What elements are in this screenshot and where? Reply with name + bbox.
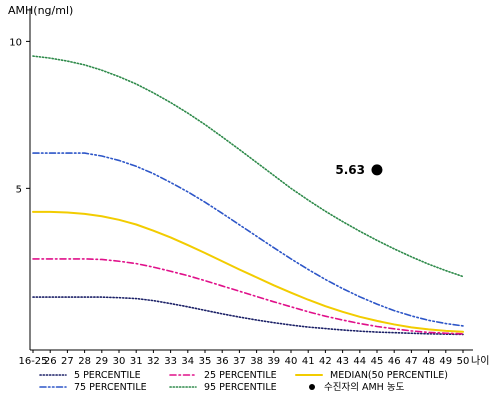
x-tick-label: 34 [181, 356, 194, 367]
x-tick-label: 26 [44, 356, 57, 367]
x-tick-label: 40 [285, 356, 298, 367]
annotation: 5.63 [335, 163, 383, 177]
legend-label-0: 5 PERCENTILE [74, 370, 141, 381]
series-line-0 [32, 296, 464, 336]
x-tick-label: 37 [233, 356, 246, 367]
legend-label-1: 25 PERCENTILE [204, 370, 277, 381]
x-tick-label: 50 [457, 356, 470, 367]
x-tick-label: 43 [336, 356, 349, 367]
x-tick-label: 16-25 [18, 356, 47, 367]
x-tick-label: 31 [130, 356, 143, 367]
x-tick-label: 29 [95, 356, 108, 367]
x-tick-label: 47 [405, 356, 418, 367]
x-tick-label: 39 [267, 356, 280, 367]
legend-label-patient: 수진자의 AMH 농도 [324, 382, 405, 393]
series-line-3 [32, 152, 464, 327]
x-tick-label: 46 [388, 356, 401, 367]
x-tick-label: 28 [78, 356, 91, 367]
x-tick-label: 38 [250, 356, 263, 367]
legend: 5 PERCENTILE 25 PERCENTILE MEDIAN(50 PERCE… [39, 370, 448, 393]
series-line-2 [32, 210, 464, 333]
x-tick-label: 48 [422, 356, 435, 367]
x-axis-label: 나이 [471, 355, 489, 367]
legend-label-3: 75 PERCENTILE [74, 382, 147, 393]
x-tick-label: 42 [319, 356, 332, 367]
x-tick-label: 36 [216, 356, 229, 367]
x-tick-label: 35 [199, 356, 212, 367]
series-line-4 [32, 55, 464, 278]
x-tick-label: 44 [353, 356, 366, 367]
legend-dot-marker [309, 384, 315, 390]
x-tick-label: 33 [164, 356, 177, 367]
series-lines [32, 55, 464, 336]
legend-label-2: MEDIAN(50 PERCENTILE) [330, 370, 448, 381]
y-tick-label: 5 [16, 184, 22, 195]
x-tick-label: 45 [371, 356, 384, 367]
series-line-1 [32, 258, 464, 335]
y-axis-label: AMH(ng/ml) [8, 4, 73, 17]
y-tick-label: 10 [9, 37, 22, 48]
patient-amh-dot [371, 164, 383, 176]
x-tick-label: 41 [302, 356, 315, 367]
x-tick-label: 27 [61, 356, 74, 367]
x-tick-label: 32 [147, 356, 160, 367]
x-tick-label: 30 [113, 356, 126, 367]
x-tick-label: 49 [439, 356, 452, 367]
legend-label-4: 95 PERCENTILE [204, 382, 277, 393]
patient-amh-value: 5.63 [335, 163, 365, 177]
